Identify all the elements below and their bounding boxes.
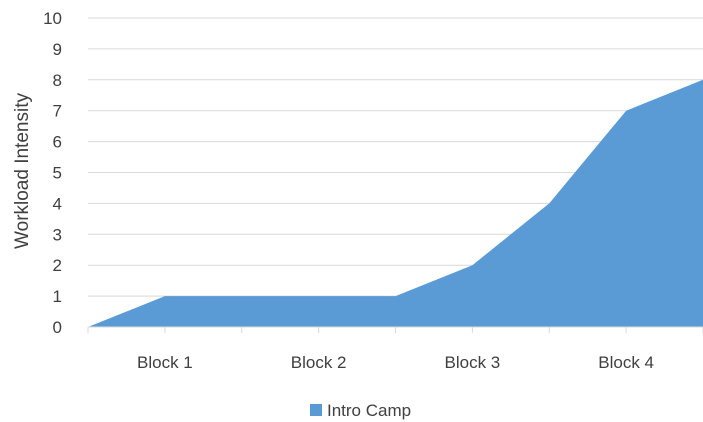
- x-axis-tick-labels: Block 1 Block 2 Block 3 Block 4: [137, 353, 654, 372]
- x-axis: [87, 326, 703, 333]
- x-tick-label: Block 2: [291, 353, 347, 372]
- y-tick-label: 0: [53, 318, 62, 337]
- y-axis-title: Workload Intensity: [12, 93, 33, 249]
- x-tick-label: Block 1: [137, 353, 193, 372]
- y-tick-label: 4: [53, 194, 62, 213]
- x-tick-label: Block 4: [598, 353, 654, 372]
- plot-area: [88, 79, 703, 327]
- y-tick-label: 3: [53, 225, 62, 244]
- y-tick-label: 9: [53, 40, 62, 59]
- y-tick-label: 1: [53, 287, 62, 306]
- y-tick-label: 2: [53, 256, 62, 275]
- y-tick-label: 6: [53, 133, 62, 152]
- x-tick-label: Block 3: [445, 353, 501, 372]
- legend: Intro Camp: [310, 401, 411, 420]
- y-tick-label: 7: [53, 102, 62, 121]
- legend-label: Intro Camp: [327, 401, 411, 420]
- y-tick-label: 5: [53, 164, 62, 183]
- y-tick-label: 8: [53, 71, 62, 90]
- y-axis-tick-labels: 0 1 2 3 4 5 6 7 8 9 10: [43, 9, 62, 337]
- gridlines: [88, 17, 703, 297]
- area-series-intro-camp: [88, 79, 703, 327]
- legend-swatch: [310, 404, 322, 416]
- y-tick-label: 10: [43, 9, 62, 28]
